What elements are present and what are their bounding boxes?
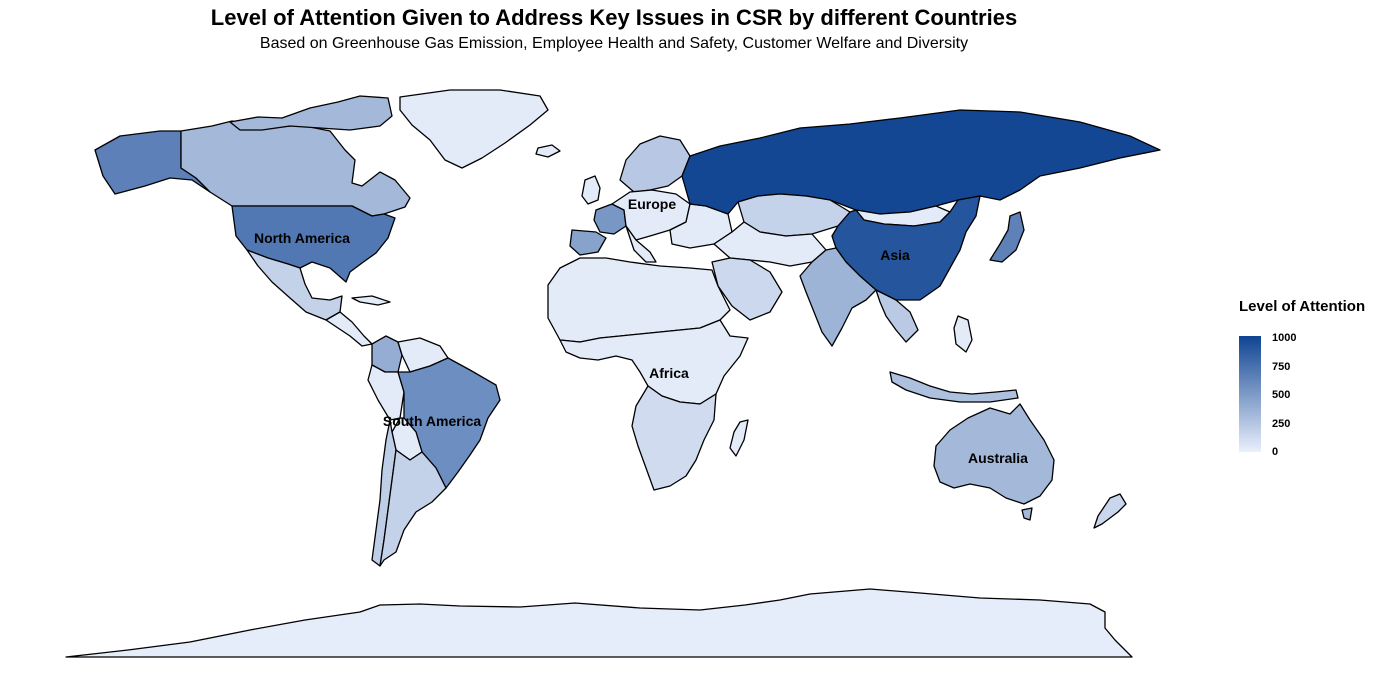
country-australia <box>933 403 1055 505</box>
country-indonesia <box>889 371 1019 403</box>
country-mexico <box>246 249 343 321</box>
country-madagascar <box>729 419 749 457</box>
country-saudi-arabia <box>711 257 783 321</box>
chart-title: Level of Attention Given to Address Key … <box>210 5 1018 30</box>
world-choropleth-map: North America Europe Asia Africa South A… <box>65 89 1161 658</box>
color-legend: Level of Attention 1000 750 500 250 0 <box>1228 296 1400 466</box>
region-label-australia: Australia <box>968 450 1028 466</box>
country-argentina <box>379 449 447 567</box>
country-japan <box>989 211 1025 263</box>
region-label-asia: Asia <box>880 247 910 263</box>
country-south-africa <box>631 385 717 491</box>
chart-subtitle: Based on Greenhouse Gas Emission, Employ… <box>259 35 969 52</box>
country-antarctica <box>65 588 1133 658</box>
legend-tick-500: 500 <box>1272 389 1291 401</box>
country-philippines <box>953 315 973 353</box>
country-united-kingdom <box>581 175 601 205</box>
region-label-north-america: North America <box>254 230 350 246</box>
region-label-africa: Africa <box>649 365 689 381</box>
country-canada-islands <box>229 95 393 131</box>
legend-title: Level of Attention <box>1239 298 1366 315</box>
region-labels: North America Europe Asia Africa South A… <box>254 196 1028 466</box>
country-cuba <box>351 295 391 306</box>
country-spain <box>569 229 607 256</box>
legend-tick-750: 750 <box>1272 361 1291 373</box>
country-canada <box>180 120 411 217</box>
country-colombia <box>371 335 403 373</box>
legend-tick-250: 250 <box>1272 418 1291 430</box>
country-greenland <box>399 89 549 169</box>
country-central-africa <box>559 319 749 405</box>
country-central-america <box>325 311 373 347</box>
country-iceland <box>535 144 561 158</box>
region-label-europe: Europe <box>628 196 676 212</box>
country-india <box>799 247 877 347</box>
legend-tick-0: 0 <box>1272 446 1279 458</box>
country-italy <box>625 225 657 263</box>
region-label-south-america: South America <box>383 413 481 429</box>
country-thailand <box>875 289 919 343</box>
country-nordics <box>619 135 691 193</box>
country-new-zealand <box>1093 493 1127 529</box>
legend-tick-1000: 1000 <box>1272 332 1297 344</box>
legend-color-bar <box>1239 336 1261 452</box>
country-tasmania <box>1021 507 1033 521</box>
